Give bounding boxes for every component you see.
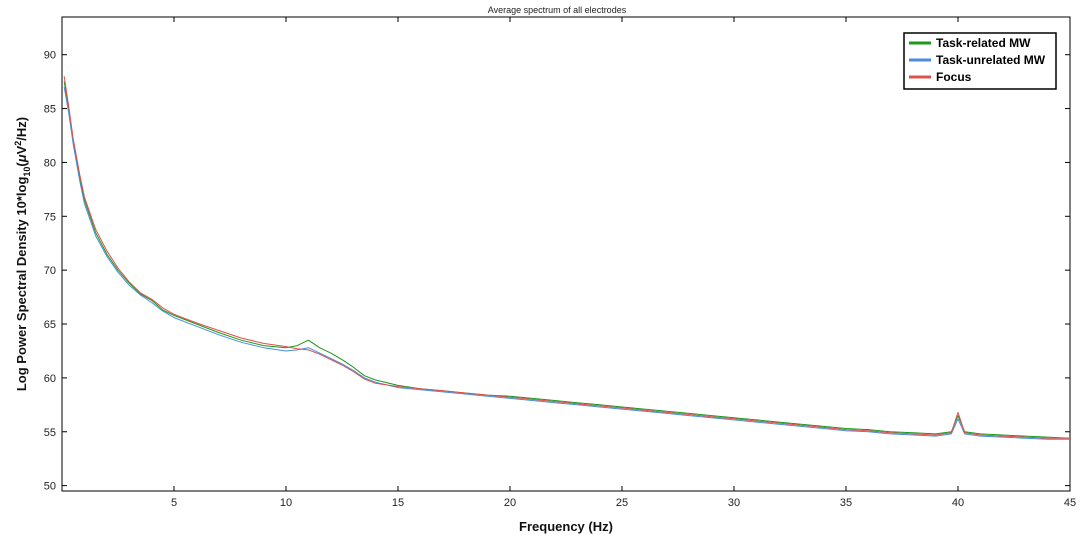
x-axis-ticks: 5 10 15 20 25 30 35 40 45 xyxy=(171,17,1076,509)
y-axis-label-sup: 2 xyxy=(13,141,23,146)
plot-frame xyxy=(61,16,1071,492)
x-tick-label: 30 xyxy=(728,497,740,509)
x-tick-label: 35 xyxy=(840,497,852,509)
y-tick-label: 90 xyxy=(44,50,56,62)
x-axis-label: Frequency (Hz) xyxy=(519,519,613,534)
plot-area xyxy=(61,16,1071,492)
y-axis-ticks: 50 55 60 65 70 75 80 85 90 xyxy=(44,50,1070,493)
y-tick-label: 65 xyxy=(44,319,56,331)
x-tick-label: 5 xyxy=(171,497,177,509)
y-axis-label-mid: ( xyxy=(14,162,29,167)
x-tick-label: 20 xyxy=(504,497,516,509)
x-tick-label: 45 xyxy=(1064,497,1076,509)
y-axis-label-prefix: Log Power Spectral Density 10*log xyxy=(14,177,29,392)
y-axis-label-suffix: /Hz) xyxy=(14,117,29,141)
y-tick-label: 75 xyxy=(44,211,56,223)
legend-label: Task-unrelated MW xyxy=(936,53,1046,67)
series-group xyxy=(63,76,1071,440)
y-axis-label-mu: μ xyxy=(14,154,29,163)
y-tick-label: 60 xyxy=(44,373,56,385)
y-tick-label: 55 xyxy=(44,427,56,439)
x-tick-label: 10 xyxy=(280,497,292,509)
y-axis-label-v: V xyxy=(14,145,29,154)
y-axis-label: Log Power Spectral Density 10*log10(μV2/… xyxy=(13,117,32,391)
y-axis-label-sub: 10 xyxy=(22,167,32,177)
y-tick-label: 50 xyxy=(44,481,56,493)
x-tick-label: 25 xyxy=(616,497,628,509)
series-line-1 xyxy=(63,86,1070,440)
legend-label: Task-related MW xyxy=(936,36,1031,50)
x-tick-label: 40 xyxy=(952,497,964,509)
chart-title: Average spectrum of all electrodes xyxy=(488,5,627,15)
legend: Task-related MW Task-unrelated MW Focus xyxy=(903,32,1057,90)
y-tick-label: 70 xyxy=(44,265,56,277)
series-line-2 xyxy=(63,76,1070,439)
legend-label: Focus xyxy=(936,70,972,84)
x-tick-label: 15 xyxy=(392,497,404,509)
y-tick-label: 85 xyxy=(44,104,56,116)
y-tick-label: 80 xyxy=(44,157,56,169)
